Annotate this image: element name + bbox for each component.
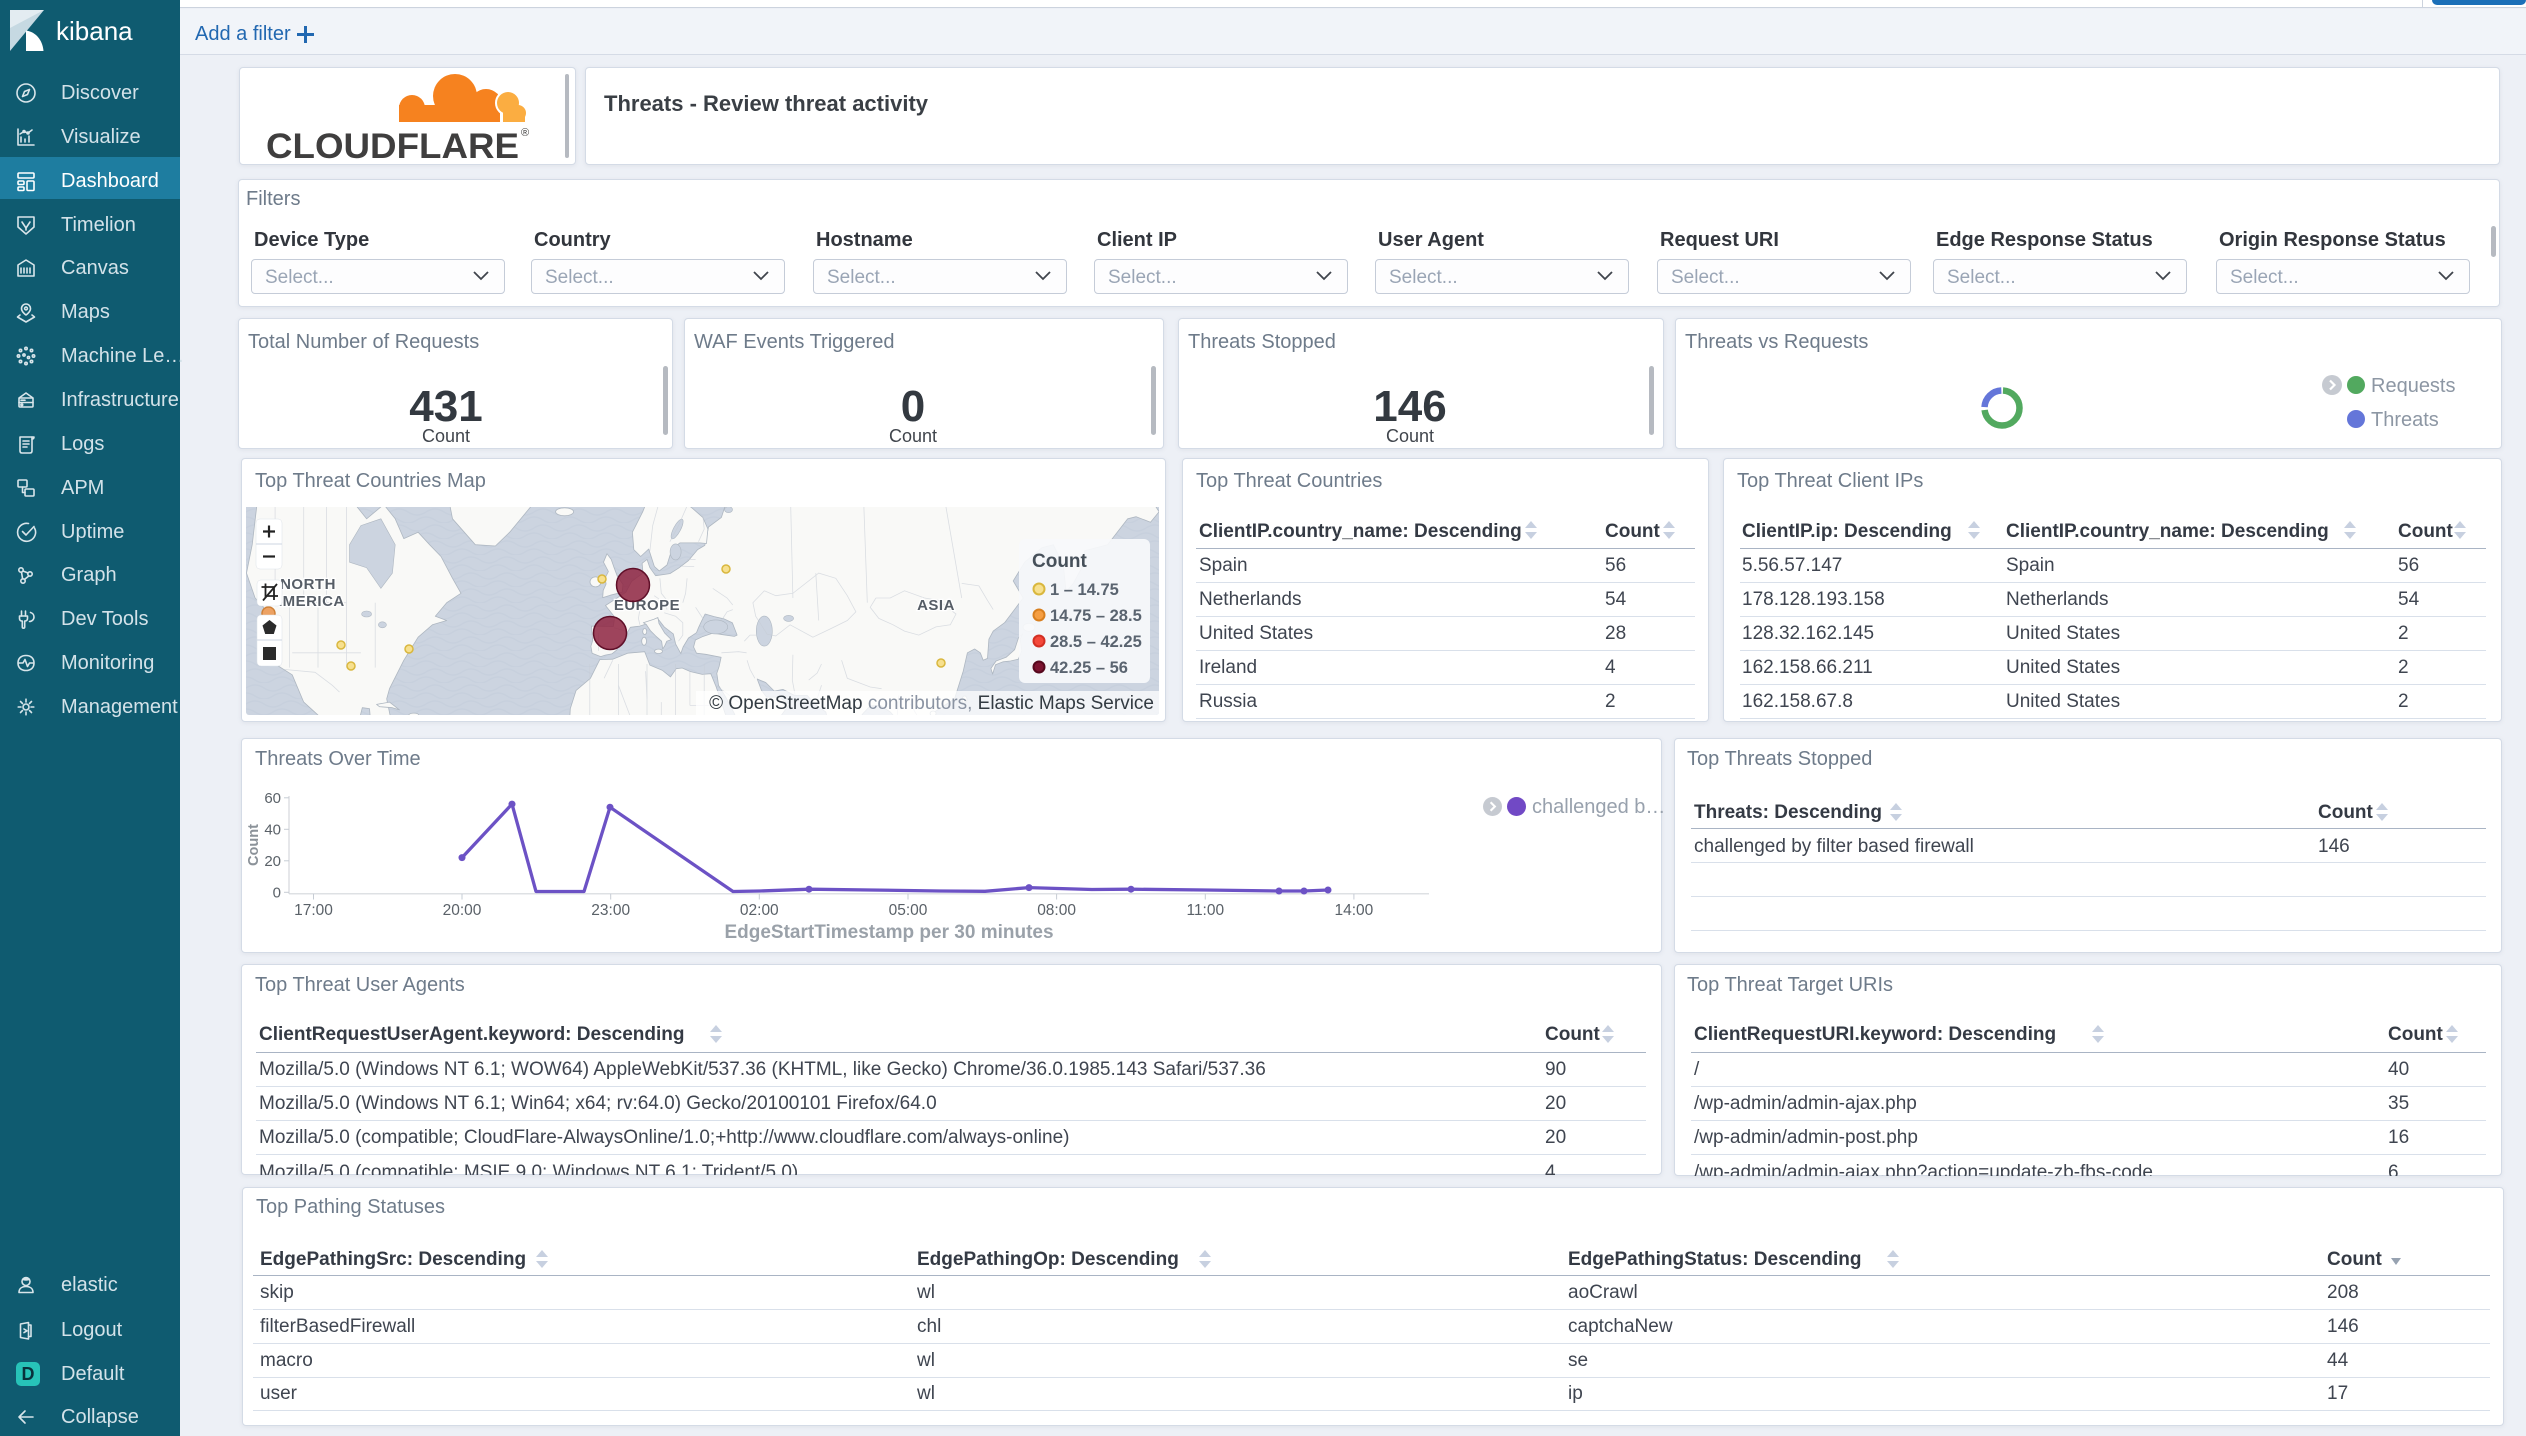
svg-text:ASIA: ASIA — [917, 597, 955, 614]
svg-text:14:00: 14:00 — [1335, 902, 1374, 919]
svg-text:14.75 – 28.5: 14.75 – 28.5 — [1050, 607, 1142, 625]
svg-text:AMERICA: AMERICA — [271, 593, 345, 610]
svg-text:Count: Count — [246, 824, 262, 866]
svg-text:05:00: 05:00 — [889, 902, 928, 919]
svg-text:60: 60 — [264, 790, 281, 807]
svg-text:08:00: 08:00 — [1037, 902, 1076, 919]
svg-text:02:00: 02:00 — [740, 902, 779, 919]
svg-text:40: 40 — [264, 821, 281, 838]
svg-text:®: ® — [521, 127, 529, 139]
svg-text:0: 0 — [273, 884, 281, 901]
svg-text:42.25 – 56: 42.25 – 56 — [1050, 659, 1128, 677]
svg-text:20:00: 20:00 — [443, 902, 482, 919]
svg-text:23:00: 23:00 — [591, 902, 630, 919]
svg-text:28.5 – 42.25: 28.5 – 42.25 — [1050, 633, 1142, 651]
svg-text:11:00: 11:00 — [1186, 902, 1224, 919]
svg-text:20: 20 — [264, 853, 281, 870]
svg-text:© OpenStreetMap contributors,: © OpenStreetMap contributors, Elastic Ma… — [709, 693, 1154, 714]
svg-text:Count: Count — [1032, 551, 1088, 572]
svg-text:CLOUDFLARE: CLOUDFLARE — [266, 127, 519, 166]
svg-text:1 – 14.75: 1 – 14.75 — [1050, 581, 1119, 599]
svg-text:NORTH: NORTH — [280, 576, 336, 593]
svg-text:EdgeStartTimestamp per 30 minu: EdgeStartTimestamp per 30 minutes — [724, 922, 1053, 943]
svg-text:17:00: 17:00 — [294, 902, 333, 919]
